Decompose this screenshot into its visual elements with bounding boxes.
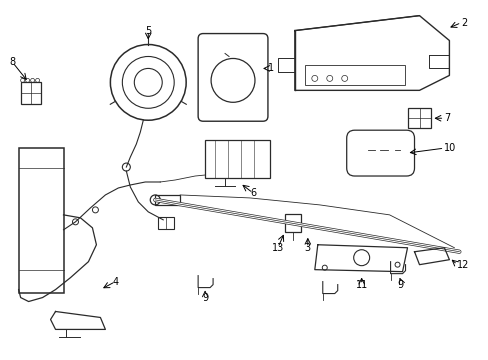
Bar (304, 66, 404, 85)
Bar (20, 82, 41, 104)
Bar (158, 217, 174, 229)
Text: 1: 1 (267, 63, 273, 73)
Text: 12: 12 (456, 260, 469, 270)
Text: 7: 7 (444, 113, 450, 123)
Text: 8: 8 (10, 58, 16, 67)
Bar (285, 214, 300, 232)
Text: 9: 9 (397, 280, 403, 289)
Text: 6: 6 (249, 188, 256, 198)
Bar (19, 148, 63, 293)
Text: 10: 10 (444, 143, 456, 153)
Text: 9: 9 (202, 293, 208, 302)
Text: 3: 3 (304, 243, 310, 253)
Bar (407, 108, 430, 128)
Text: 11: 11 (355, 280, 367, 289)
Bar (155, 195, 180, 205)
Bar (204, 140, 269, 178)
Text: 2: 2 (461, 18, 467, 28)
Text: 4: 4 (112, 276, 118, 287)
Text: 5: 5 (145, 26, 151, 36)
Text: 13: 13 (271, 243, 284, 253)
